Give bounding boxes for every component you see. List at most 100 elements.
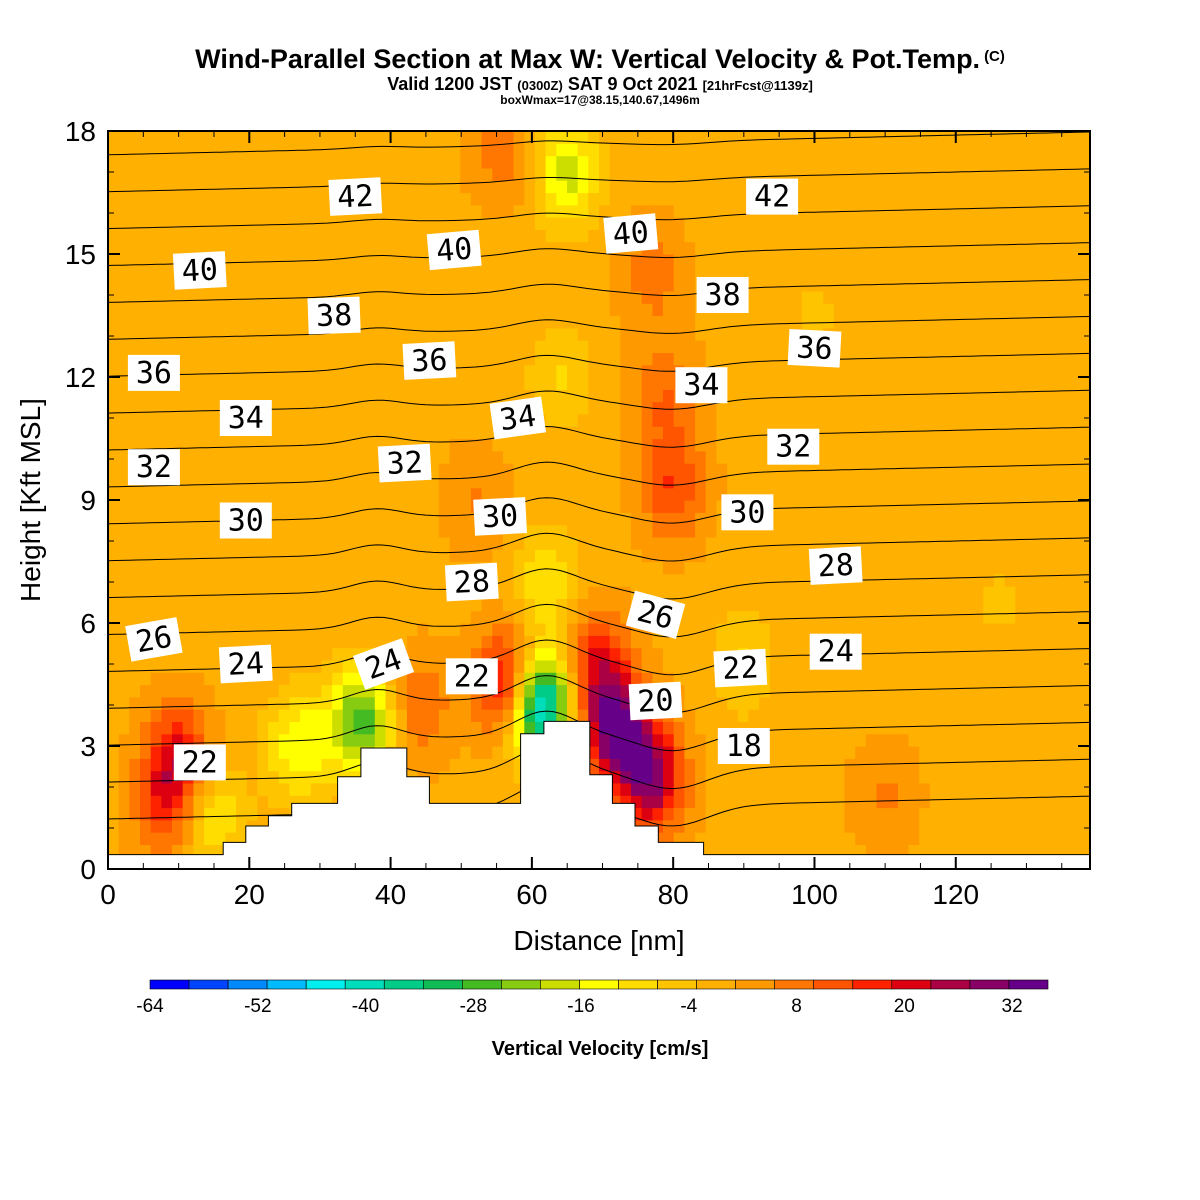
w-cell bbox=[438, 401, 451, 415]
w-cell bbox=[940, 401, 952, 415]
w-cell bbox=[449, 438, 461, 452]
w-cell bbox=[236, 254, 248, 267]
w-cell bbox=[919, 180, 931, 194]
w-cell bbox=[812, 512, 824, 526]
w-cell bbox=[449, 770, 461, 784]
w-cell bbox=[599, 340, 611, 353]
w-cell bbox=[300, 746, 312, 759]
w-cell bbox=[876, 327, 888, 341]
w-cell bbox=[161, 217, 173, 230]
w-cell bbox=[876, 131, 888, 144]
w-cell bbox=[673, 340, 685, 353]
w-cell bbox=[417, 241, 429, 255]
w-cell bbox=[823, 746, 835, 759]
w-cell bbox=[535, 696, 547, 710]
w-cell bbox=[972, 266, 984, 280]
w-cell bbox=[951, 204, 963, 218]
w-cell bbox=[759, 340, 771, 353]
w-cell bbox=[897, 254, 910, 267]
w-cell bbox=[278, 536, 291, 550]
w-cell bbox=[140, 536, 152, 550]
w-cell bbox=[961, 512, 974, 526]
w-cell bbox=[257, 782, 269, 796]
w-cell bbox=[599, 426, 611, 440]
w-cell bbox=[502, 672, 515, 686]
w-cell bbox=[278, 463, 291, 476]
w-cell bbox=[428, 770, 440, 784]
w-cell bbox=[588, 549, 600, 563]
w-cell bbox=[513, 635, 525, 649]
w-cell bbox=[823, 536, 835, 550]
w-cell bbox=[801, 598, 814, 612]
w-cell bbox=[140, 524, 152, 538]
w-cell bbox=[620, 389, 632, 403]
w-cell bbox=[118, 782, 130, 796]
w-cell bbox=[150, 143, 162, 157]
w-cell bbox=[652, 327, 664, 341]
w-cell bbox=[417, 524, 429, 538]
w-cell bbox=[684, 438, 696, 452]
w-cell bbox=[823, 610, 835, 624]
w-cell bbox=[769, 561, 782, 575]
w-cell bbox=[833, 672, 846, 686]
w-cell bbox=[567, 438, 579, 452]
w-cell bbox=[246, 586, 259, 599]
w-cell bbox=[641, 290, 653, 304]
w-cell bbox=[737, 254, 750, 267]
w-cell bbox=[278, 155, 291, 169]
w-cell bbox=[663, 204, 675, 218]
w-cell bbox=[791, 155, 803, 169]
w-cell bbox=[300, 450, 312, 464]
chart-title: Wind-Parallel Section at Max W: Vertical… bbox=[0, 44, 1200, 75]
w-cell bbox=[535, 217, 547, 230]
w-cell bbox=[556, 536, 568, 550]
w-cell bbox=[140, 217, 152, 230]
w-cell bbox=[940, 340, 952, 353]
w-cell bbox=[129, 413, 141, 427]
w-cell bbox=[812, 229, 824, 243]
w-cell bbox=[502, 770, 515, 784]
w-cell bbox=[652, 512, 664, 526]
w-cell bbox=[118, 709, 130, 722]
w-cell bbox=[823, 500, 835, 513]
w-cell bbox=[652, 340, 664, 353]
w-cell bbox=[748, 524, 760, 538]
w-cell bbox=[524, 340, 536, 353]
w-cell bbox=[535, 536, 547, 550]
w-cell bbox=[609, 475, 621, 489]
w-cell bbox=[118, 536, 130, 550]
w-cell bbox=[129, 709, 141, 722]
w-cell bbox=[545, 610, 557, 624]
w-cell bbox=[929, 807, 942, 821]
w-cell bbox=[161, 709, 173, 722]
w-cell bbox=[172, 832, 184, 845]
w-cell bbox=[791, 819, 803, 833]
w-cell bbox=[961, 401, 974, 415]
w-cell bbox=[620, 746, 632, 759]
w-cell bbox=[342, 254, 355, 267]
w-cell bbox=[161, 254, 173, 267]
w-cell bbox=[684, 290, 696, 304]
w-cell bbox=[129, 143, 141, 157]
w-cell bbox=[374, 684, 387, 698]
w-cell bbox=[716, 598, 728, 612]
w-cell bbox=[919, 733, 931, 747]
w-cell bbox=[588, 401, 600, 415]
w-cell bbox=[791, 475, 803, 489]
w-cell bbox=[268, 241, 280, 255]
w-cell bbox=[118, 733, 130, 747]
w-cell bbox=[449, 290, 461, 304]
w-cell bbox=[663, 266, 675, 280]
w-cell bbox=[876, 377, 888, 390]
w-cell bbox=[150, 204, 162, 218]
w-cell bbox=[214, 438, 226, 452]
w-cell bbox=[214, 844, 226, 858]
w-cell bbox=[449, 389, 461, 403]
w-cell bbox=[193, 696, 205, 710]
w-cell bbox=[780, 758, 792, 772]
w-cell bbox=[801, 561, 814, 575]
w-cell bbox=[118, 524, 130, 538]
w-cell bbox=[193, 672, 205, 686]
w-cell bbox=[983, 426, 995, 440]
w-cell bbox=[652, 192, 664, 206]
